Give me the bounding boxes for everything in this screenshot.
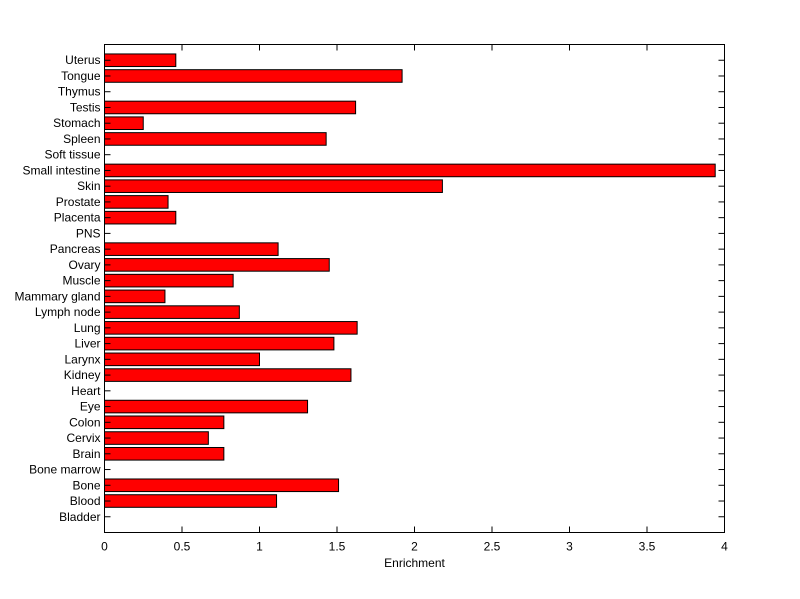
y-tick-label: Tongue (61, 69, 101, 83)
bar-bone (104, 478, 340, 493)
bar-eye (104, 399, 309, 414)
y-tick-label: Eye (80, 400, 101, 414)
y-tick-label: Cervix (66, 431, 100, 445)
x-tick-label: 2.5 (484, 540, 501, 554)
ticks-group (104, 44, 725, 533)
bars-group (104, 53, 716, 508)
bar-larynx (104, 352, 260, 367)
y-tick-label: Skin (77, 179, 100, 193)
bar-small-intestine (104, 163, 716, 178)
bar-tongue (104, 69, 403, 83)
x-tick-label: 3 (566, 540, 573, 554)
bar-lung (104, 321, 358, 335)
bar-prostate (104, 195, 169, 209)
bar-blood (104, 494, 278, 508)
y-tick-label: Lymph node (35, 305, 101, 319)
plot-frame (104, 44, 725, 533)
x-tick-label: 0.5 (174, 540, 191, 554)
bar-cervix (104, 431, 209, 445)
y-tick-label: Heart (71, 384, 101, 398)
y-tick-label: Lung (74, 321, 101, 335)
x-tick-label: 0 (101, 540, 108, 554)
y-tick-label: Muscle (62, 274, 100, 288)
y-tick-label: Brain (72, 447, 100, 461)
bar-pancreas (104, 242, 279, 256)
x-tick-label: 1.5 (329, 540, 346, 554)
bar-mammary-gland (104, 289, 166, 304)
bar-brain (104, 446, 225, 461)
y-tick-label: Mammary gland (14, 289, 100, 303)
y-tick-label: Bone (72, 478, 100, 492)
bar-spleen (104, 132, 327, 146)
y-tick-label: PNS (76, 226, 101, 240)
x-tick-label: 3.5 (639, 540, 656, 554)
x-tick-label: 1 (256, 540, 263, 554)
bar-skin (104, 179, 443, 193)
y-tick-label: Blood (70, 494, 101, 508)
y-tick-label: Bladder (59, 510, 100, 524)
bar-muscle (104, 273, 234, 288)
y-tick-label: Uterus (65, 53, 100, 67)
x-tick-label: 4 (721, 540, 728, 554)
x-tick-label: 2 (411, 540, 418, 554)
bar-placenta (104, 210, 177, 225)
y-tick-label: Liver (74, 337, 100, 351)
y-tick-label: Testis (70, 100, 101, 114)
y-tick-label: Kidney (64, 368, 101, 382)
y-tick-label: Soft tissue (44, 148, 100, 162)
y-tick-label: Thymus (58, 85, 101, 99)
bar-kidney (104, 368, 352, 382)
y-tick-label: Ovary (68, 258, 100, 272)
y-tick-label: Placenta (54, 211, 101, 225)
y-tick-label: Bone marrow (29, 463, 101, 477)
y-tick-label: Spleen (63, 132, 100, 146)
bar-uterus (104, 53, 177, 68)
y-tick-label: Colon (69, 415, 100, 429)
bar-lymph-node (104, 305, 240, 319)
y-tick-label: Small intestine (22, 163, 100, 177)
bar-liver (104, 336, 335, 351)
bar-ovary (104, 258, 330, 272)
x-axis-title: Enrichment (384, 556, 445, 570)
y-tick-label: Pancreas (50, 242, 101, 256)
y-tick-label: Stomach (53, 116, 100, 130)
bar-colon (104, 415, 225, 430)
y-tick-label: Prostate (56, 195, 101, 209)
bar-testis (104, 100, 357, 115)
y-tick-label: Larynx (64, 352, 100, 366)
